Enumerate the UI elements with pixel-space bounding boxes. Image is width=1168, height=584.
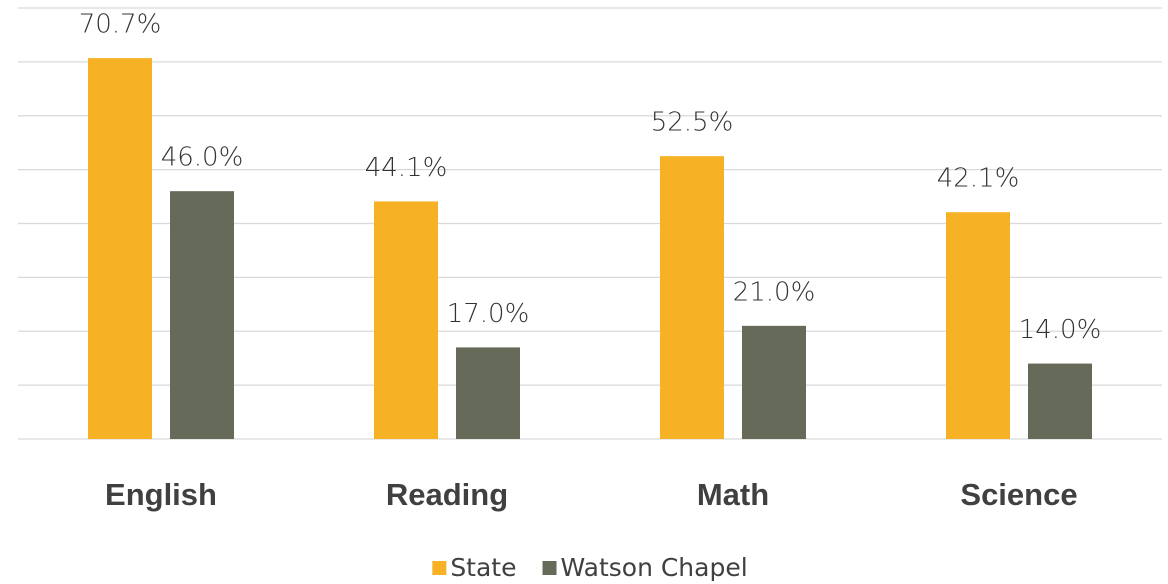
bar	[1028, 363, 1092, 439]
data-label: 44.1%	[365, 153, 448, 183]
bar	[660, 156, 724, 439]
bar	[456, 347, 520, 439]
data-label: 46.0%	[161, 143, 244, 173]
legend-swatch	[542, 561, 557, 575]
bar	[170, 191, 234, 439]
data-label: 17.0%	[447, 299, 530, 329]
bar	[742, 325, 806, 439]
x-tick-label: Reading	[386, 477, 508, 512]
x-tick-label: Math	[697, 477, 769, 512]
legend-label: State	[450, 553, 516, 582]
data-label: 21.0%	[733, 277, 816, 307]
bar	[374, 201, 438, 439]
data-label: 42.1%	[937, 164, 1020, 194]
bar	[946, 212, 1010, 439]
x-tick-label: Science	[960, 477, 1077, 512]
data-label: 14.0%	[1019, 315, 1102, 345]
data-label: 52.5%	[651, 108, 734, 138]
legend-label: Watson Chapel	[561, 553, 748, 582]
x-tick-label: English	[105, 477, 217, 512]
legend-swatch	[432, 561, 447, 575]
bar	[88, 58, 152, 439]
data-label: 70.7%	[79, 10, 162, 40]
